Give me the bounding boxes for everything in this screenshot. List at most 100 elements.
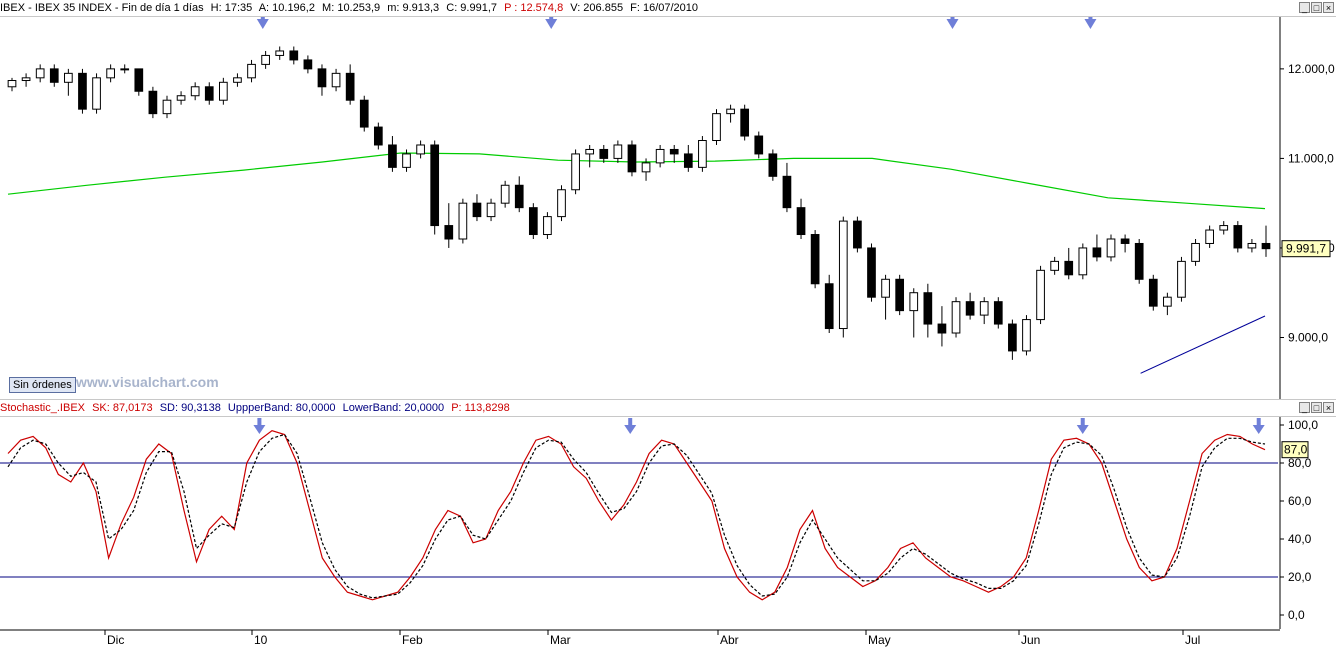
stochastic-header: Stochastic_.IBEX SK: 87,0173 SD: 90,3138…: [0, 399, 1336, 417]
candle-down: [965, 301, 975, 316]
stoch-p: P: 113,8298: [451, 402, 510, 414]
candle-up: [1050, 260, 1060, 271]
date-tick-label: Mar: [550, 633, 571, 647]
candle-down: [1064, 260, 1074, 276]
candle-up: [726, 108, 735, 115]
date-readout: F: 16/07/2010: [630, 2, 699, 14]
candle-up: [585, 148, 595, 155]
candle-down: [472, 202, 482, 218]
candle-up: [1191, 242, 1200, 262]
moving-average-line: [7, 152, 1266, 210]
candle-down: [810, 234, 820, 285]
price-tick-label: 12.000,0: [1288, 62, 1335, 76]
candle-down: [867, 247, 876, 298]
main-chart-header: IBEX - IBEX 35 INDEX - Fin de día 1 días…: [0, 0, 1336, 17]
candle-up: [275, 50, 285, 56]
minimize-icon[interactable]: _: [1299, 402, 1310, 413]
candle-up: [176, 95, 186, 101]
minimize-icon[interactable]: _: [1299, 2, 1310, 13]
candle-down: [134, 68, 144, 92]
candle-down: [1261, 242, 1271, 250]
stoch-k-line: [7, 430, 1266, 601]
stoch-sd: SD: 90,3138: [159, 402, 221, 414]
candle-down: [317, 68, 327, 88]
candle-up: [247, 63, 256, 79]
stoch-tick-label: 60,0: [1288, 494, 1312, 508]
candle-up: [1078, 247, 1088, 276]
candle-down: [1148, 278, 1158, 307]
candle-down: [78, 72, 87, 110]
candle-down: [782, 175, 792, 209]
candle-down: [1008, 323, 1017, 352]
date-axis: Dic 10 Feb Mar Abr May Jun Jul: [0, 629, 1280, 647]
candle-down: [754, 135, 764, 155]
candle-up: [698, 140, 707, 168]
date-tick-label: Abr: [720, 633, 739, 647]
candle-up: [21, 77, 31, 82]
stoch-name: Stochastic_.IBEX: [0, 402, 85, 414]
candle-up: [655, 148, 665, 164]
stochastic-chart[interactable]: 100,0 80,0 60,0 40,0 20,0 0,0 87,0: [0, 417, 1336, 629]
candle-up: [416, 144, 425, 155]
candle-up: [402, 153, 411, 168]
date-tick-label: May: [868, 633, 891, 647]
last-price-box: [1281, 240, 1331, 258]
candle-down: [796, 207, 806, 236]
candle-up: [838, 220, 848, 330]
price-chart[interactable]: 12.000,011.000,010.000,09.000,09.991,7: [0, 17, 1336, 399]
date-tick-label: 10: [254, 633, 268, 647]
stoch-tick-label: 100,0: [1288, 418, 1318, 432]
down-arrow-marker: [946, 17, 959, 29]
stoch-window-buttons: _ □ ×: [1299, 402, 1334, 413]
stoch-sk: SK: 87,0173: [92, 402, 153, 414]
candle-up: [712, 113, 721, 142]
price-tick-label: 9.000,0: [1288, 330, 1328, 344]
date-tick-label: Dic: [107, 633, 124, 647]
restore-icon[interactable]: □: [1311, 2, 1322, 13]
sin-ordenes-button[interactable]: Sin órdenes: [9, 377, 76, 393]
candle-down: [388, 144, 397, 168]
stoch-d-line: [7, 433, 1266, 599]
candle-up: [486, 202, 496, 218]
candle-down: [627, 144, 637, 173]
candle-up: [1219, 225, 1229, 231]
p-readout: P : 12.574,8: [504, 2, 564, 14]
price-tick-label: 11.000,0: [1288, 151, 1334, 165]
candle-up: [233, 77, 242, 83]
candle-down: [1233, 225, 1243, 249]
watermark: www.visualchart.com: [76, 374, 219, 390]
down-arrow-marker: [1084, 17, 1097, 29]
close-icon[interactable]: ×: [1323, 402, 1334, 413]
date-tick-label: Jun: [1021, 633, 1040, 647]
hour-readout: H: 17:35: [210, 2, 253, 14]
down-arrow-marker: [256, 17, 269, 29]
close-icon[interactable]: ×: [1323, 2, 1334, 13]
candle-down: [895, 278, 905, 312]
candle-down: [1134, 242, 1144, 280]
high-readout: M: 10.253,9: [322, 2, 381, 14]
candle-up: [1036, 269, 1045, 321]
stoch-tick-label: 0,0: [1288, 608, 1305, 622]
candle-up: [261, 54, 270, 65]
candle-down: [528, 207, 538, 236]
candle-up: [951, 301, 961, 334]
candle-down: [669, 148, 679, 155]
stoch-tick-label: 80,0: [1288, 456, 1312, 470]
date-tick-label: Feb: [402, 633, 423, 647]
restore-icon[interactable]: □: [1311, 402, 1322, 413]
candle-up: [162, 99, 172, 115]
candle-down: [345, 72, 355, 101]
down-arrow-marker: [253, 418, 266, 434]
candle-down: [289, 50, 299, 61]
candle-up: [979, 301, 989, 316]
down-arrow-marker: [1252, 418, 1265, 434]
candle-down: [768, 153, 778, 177]
down-arrow-marker: [624, 418, 637, 434]
candle-down: [937, 323, 947, 334]
close-readout: C: 9.991,7: [446, 2, 498, 14]
candle-up: [1205, 229, 1214, 244]
last-price-label: 9.991,7: [1286, 242, 1326, 256]
main-window-buttons: _ □ ×: [1299, 2, 1334, 13]
candle-down: [373, 126, 383, 146]
candle-down: [993, 301, 1003, 325]
